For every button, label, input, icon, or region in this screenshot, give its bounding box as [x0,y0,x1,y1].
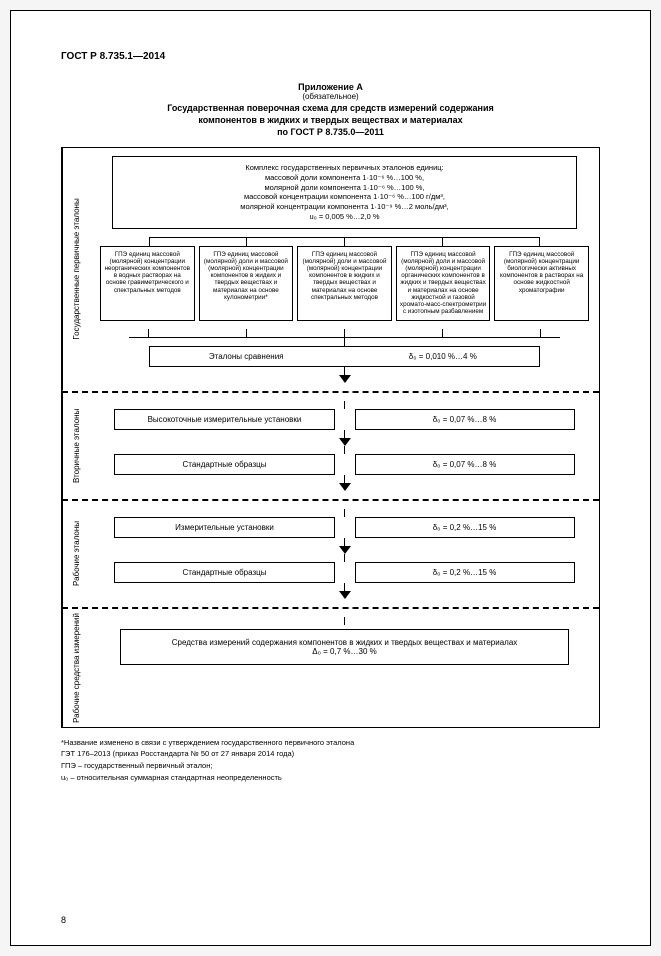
vline [344,617,345,625]
row-label-secondary: Вторичные эталоны [62,393,90,499]
std-samples-3-box: Стандартные образцы [114,562,334,583]
footnote-4: u₀ – относительная суммарная стандартная… [61,773,600,783]
row-content-working: Измерительные установки δ₀ = 0,2 %…15 % … [90,501,599,607]
std-samples-2-val: δ₀ = 0,07 %…8 % [355,454,575,475]
schema-title-3: по ГОСТ Р 8.735.0—2011 [61,127,600,137]
std-samples-3-val: δ₀ = 0,2 %…15 % [355,562,575,583]
arrow-down-2 [339,475,351,491]
instruments-label: Средства измерений содержания компоненто… [129,638,561,647]
instruments-box: Средства измерений содержания компоненто… [120,629,570,665]
pair-3b: Стандартные образцы δ₀ = 0,2 %…15 % [100,562,589,583]
highprecision-box: Высокоточные измерительные установки [114,409,334,430]
meas-install-val: δ₀ = 0,2 %…15 % [355,517,575,538]
row-content-primary: Комплекс государственных первичных этало… [90,148,599,391]
footnote-3: ГПЭ – государственный первичный эталон; [61,761,600,771]
complex-l6: u₀ = 0,005 %…2,0 % [121,212,568,222]
comparison-val: δ₀ = 0,010 %…4 % [355,352,532,361]
gpe-box-4: ГПЭ единиц массовой (молярной) доли и ма… [396,246,491,321]
row-content-instruments: Средства измерений содержания компоненто… [90,609,599,727]
gpe-box-5: ГПЭ единиц массовой (молярной) концентра… [494,246,589,321]
footnotes: *Название изменено в связи с утверждение… [61,738,600,783]
complex-l5: молярной концентрации компонента 1·10⁻⁹ … [121,202,568,212]
pair-2a: Высокоточные измерительные установки δ₀ … [100,409,589,430]
gpe-box-2: ГПЭ единиц массовой (молярной) доли и ма… [199,246,294,321]
row-content-secondary: Высокоточные измерительные установки δ₀ … [90,393,599,499]
row-label-primary: Государственные первичные эталоны [62,148,90,391]
connector-stems2 [100,329,589,337]
arrow-mid-2 [339,430,351,454]
appendix-sub: (обязательное) [61,92,600,101]
pair-3a: Измерительные установки δ₀ = 0,2 %…15 % [100,517,589,538]
five-gpe-boxes: ГПЭ единиц массовой (молярной) концентра… [100,246,589,321]
connector-stems [149,238,540,246]
comparison-label: Эталоны сравнения [158,352,335,361]
gpe-box-1: ГПЭ единиц массовой (молярной) концентра… [100,246,195,321]
row-label-working: Рабочие эталоны [62,501,90,607]
comparison-etalons-box: Эталоны сравнения δ₀ = 0,010 %…4 % [149,346,540,367]
instruments-val: Δ₀ = 0,7 %…30 % [129,647,561,656]
standard-code: ГОСТ Р 8.735.1—2014 [61,51,600,62]
vline [344,401,345,409]
schema-title-1: Государственная поверочная схема для сре… [61,103,600,113]
std-samples-2-box: Стандартные образцы [114,454,334,475]
gpe-box-3: ГПЭ единиц массовой (молярной) доли и ма… [297,246,392,321]
footnote-1: *Название изменено в связи с утверждение… [61,738,600,748]
complex-l3: молярной доли компонента 1·10⁻⁶ %…100 %, [121,183,568,193]
page-number: 8 [61,915,66,925]
meas-install-box: Измерительные установки [114,517,334,538]
page: ГОСТ Р 8.735.1—2014 Приложение А (обязат… [10,10,651,946]
vline [344,338,345,346]
pair-2b: Стандартные образцы δ₀ = 0,07 %…8 % [100,454,589,475]
arrow-down-1 [339,367,351,383]
row-label-instruments: Рабочие средства измерений [62,609,90,727]
schema-title-2: компонентов в жидких и твердых веществах… [61,115,600,125]
arrow-down-3 [339,583,351,599]
complex-l2: массовой доли компонента 1·10⁻⁶ %…100 %, [121,173,568,183]
complex-l4: массовой концентрации компонента 1·10⁻⁶ … [121,192,568,202]
section-working: Рабочие эталоны Измерительные установки … [62,501,599,609]
section-instruments: Рабочие средства измерений Средства изме… [62,609,599,728]
footnote-2: ГЭТ 176–2013 (приказ Росстандарта № 50 о… [61,749,600,759]
section-secondary: Вторичные эталоны Высокоточные измерител… [62,393,599,501]
section-primary: Государственные первичные эталоны Компле… [62,148,599,393]
vline [344,509,345,517]
arrow-mid-3 [339,538,351,562]
highprecision-val: δ₀ = 0,07 %…8 % [355,409,575,430]
appendix-label: Приложение А [61,82,600,92]
complex-l1: Комплекс государственных первичных этало… [121,163,568,173]
verification-diagram: Государственные первичные эталоны Компле… [61,147,600,728]
complex-box: Комплекс государственных первичных этало… [112,156,577,229]
title-block: Приложение А (обязательное) Государствен… [61,82,600,137]
